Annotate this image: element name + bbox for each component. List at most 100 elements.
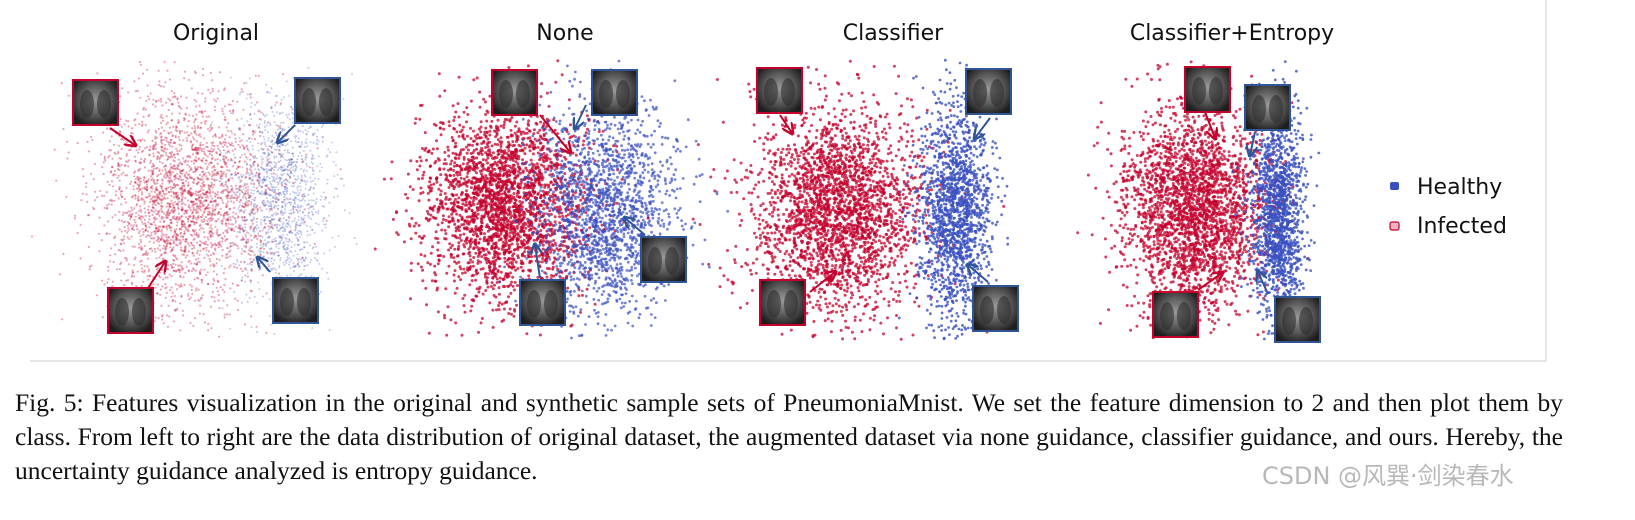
scatter-point: [144, 228, 147, 231]
scatter-point: [205, 145, 208, 148]
scatter-point: [444, 162, 448, 166]
scatter-point: [117, 150, 120, 153]
scatter-point: [322, 217, 325, 220]
scatter-point: [195, 205, 198, 208]
scatter-point: [229, 287, 232, 290]
scatter-point: [160, 210, 163, 213]
scatter-point: [325, 223, 327, 226]
scatter-point: [215, 151, 218, 154]
scatter-point: [455, 286, 459, 290]
scatter-point: [167, 264, 170, 267]
scatter-point: [174, 174, 177, 177]
scatter-point: [239, 199, 242, 201]
scatter-point: [202, 242, 206, 245]
scatter-point: [198, 197, 201, 200]
scatter-point: [238, 178, 241, 181]
scatter-point: [212, 277, 215, 280]
scatter-point: [218, 136, 221, 139]
scatter-point: [263, 122, 266, 124]
scatter-point: [466, 268, 470, 272]
scatter-point: [163, 225, 166, 228]
scatter-point: [224, 134, 227, 137]
scatter-point: [252, 129, 255, 132]
scatter-point: [171, 236, 174, 239]
scatter-point: [158, 192, 161, 195]
scatter-point: [136, 270, 139, 273]
scatter-point: [110, 203, 113, 206]
scatter-point: [180, 163, 183, 166]
scatter-point: [462, 155, 466, 159]
scatter-point: [156, 156, 159, 159]
scatter-point: [163, 193, 166, 196]
scatter-point: [248, 136, 251, 140]
scatter-point: [178, 178, 181, 181]
scatter-point: [294, 197, 296, 200]
scatter-point: [201, 196, 204, 199]
scatter-point: [297, 198, 300, 201]
scatter-point: [171, 211, 174, 214]
scatter-point: [277, 254, 280, 257]
scatter-point: [200, 278, 203, 281]
scatter-point: [234, 161, 237, 164]
scatter-point: [519, 265, 523, 269]
scatter-point: [240, 252, 243, 255]
scatter-point: [219, 233, 222, 236]
scatter-point: [225, 126, 228, 129]
scatter-point: [179, 242, 182, 245]
scatter-point: [252, 227, 255, 230]
scatter-point: [439, 173, 443, 177]
scatter-point: [158, 191, 161, 194]
scatter-point: [223, 87, 226, 90]
scatter-point: [130, 131, 133, 135]
scatter-point: [318, 170, 321, 173]
scatter-point: [225, 204, 228, 207]
scatter-point: [506, 220, 509, 224]
scatter-point: [206, 213, 209, 216]
scatter-point: [160, 304, 163, 307]
scatter-point: [280, 236, 283, 239]
scatter-point: [222, 154, 225, 158]
scatter-point: [140, 210, 143, 213]
scatter-point: [140, 218, 143, 221]
scatter-point: [199, 249, 202, 252]
scatter-point: [270, 105, 273, 108]
scatter-point: [226, 211, 229, 214]
scatter-point: [220, 165, 223, 168]
scatter-point: [447, 264, 451, 268]
scatter-point: [211, 186, 214, 189]
scatter-point: [488, 251, 491, 255]
scatter-point: [196, 166, 200, 169]
scatter-point: [259, 268, 262, 271]
scatter-point: [215, 220, 218, 223]
scatter-point: [259, 206, 262, 209]
scatter-point: [138, 60, 142, 64]
scatter-point: [161, 117, 164, 120]
scatter-point: [241, 217, 244, 220]
scatter-point: [222, 155, 225, 158]
scatter-point: [134, 194, 137, 197]
scatter-point: [302, 195, 305, 198]
scatter-point: [280, 209, 283, 212]
scatter-point: [169, 177, 172, 180]
scatter-point: [60, 318, 64, 321]
scatter-point: [103, 206, 106, 209]
scatter-point: [172, 234, 175, 237]
scatter-point: [249, 250, 252, 253]
scatter-point: [214, 205, 217, 208]
scatter-point: [208, 230, 211, 233]
scatter-point: [238, 231, 241, 234]
scatter-point: [192, 206, 195, 209]
scatter-point: [242, 210, 245, 213]
scatter-point: [221, 182, 224, 185]
scatter-point: [538, 128, 542, 132]
scatter-point: [285, 190, 288, 193]
scatter-point: [222, 173, 225, 176]
scatter-point: [247, 177, 250, 180]
scatter-point: [294, 169, 297, 172]
scatter-point: [202, 174, 205, 177]
scatter-point: [168, 241, 171, 244]
scatter-point: [255, 221, 258, 224]
scatter-point: [120, 125, 124, 128]
scatter-point: [254, 168, 257, 171]
scatter-point: [145, 226, 148, 229]
